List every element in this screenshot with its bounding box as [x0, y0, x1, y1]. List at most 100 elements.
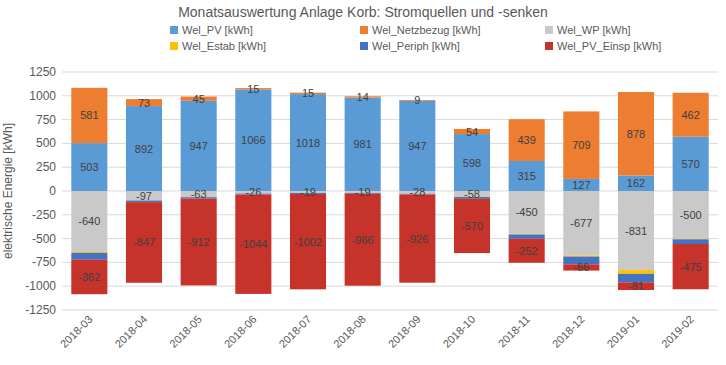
bar — [454, 199, 490, 253]
legend-swatch — [170, 26, 178, 34]
data-labels: 5038929471066101898194759831512716257058… — [78, 83, 701, 292]
legend-label: Wel_Netzbezug [kWh] — [372, 24, 481, 36]
bar — [345, 194, 381, 286]
data-label: -1002 — [294, 236, 322, 248]
y-tick-label: -250 — [32, 208, 56, 222]
data-label: 1066 — [241, 134, 265, 146]
title: Monatsauswertung Anlage Korb: Stromquell… — [178, 4, 548, 20]
y-tick-label: 500 — [36, 136, 56, 150]
y-tick-label: 1000 — [29, 89, 56, 103]
data-label: 947 — [189, 140, 207, 152]
data-label: -19 — [300, 186, 316, 198]
data-label: 15 — [302, 87, 314, 99]
bar — [563, 191, 599, 255]
grid-line — [62, 310, 718, 311]
legend-swatch — [545, 26, 553, 34]
bar — [399, 101, 435, 191]
x-tick-label: 2018-07 — [276, 313, 313, 350]
bar — [71, 253, 107, 260]
y-tick-label: 0 — [49, 184, 56, 198]
data-label: -926 — [406, 233, 428, 245]
bar — [235, 90, 271, 191]
x-tick-label: 2018-06 — [222, 313, 259, 350]
data-label: 73 — [138, 97, 150, 109]
x-tick-label: 2018-03 — [58, 313, 95, 350]
bar — [618, 191, 654, 270]
data-label: -677 — [570, 217, 592, 229]
y-tick-label: -1250 — [25, 303, 56, 317]
legend-label: Wel_WP [kWh] — [557, 24, 631, 36]
x-tick-label: 2018-10 — [440, 313, 477, 350]
bar — [71, 191, 107, 252]
data-label: 892 — [135, 143, 153, 155]
bar — [126, 106, 162, 191]
data-label: -912 — [188, 236, 210, 248]
legend-label: Wel_PV_Einsp [kWh] — [557, 40, 661, 52]
legend-swatch — [170, 42, 178, 50]
legend-swatch — [360, 26, 368, 34]
bar — [563, 111, 599, 178]
bar — [290, 94, 326, 191]
data-label: 981 — [353, 138, 371, 150]
bar — [181, 101, 217, 191]
x-tick-label: 2019-01 — [604, 313, 641, 350]
data-label: -847 — [133, 236, 155, 248]
bar — [290, 194, 326, 289]
y-axis-label: elektrische Energie [kWh] — [1, 123, 15, 259]
legend-label: Wel_Estab [kWh] — [182, 40, 266, 52]
y-tick-label: 750 — [36, 113, 56, 127]
bars — [71, 88, 708, 294]
bar — [509, 161, 545, 191]
bar — [673, 244, 709, 289]
bar — [509, 239, 545, 263]
bar — [126, 202, 162, 283]
data-label: -570 — [461, 220, 483, 232]
bar — [71, 143, 107, 191]
bar — [618, 270, 654, 274]
bar — [71, 88, 107, 143]
data-label: 462 — [681, 109, 699, 121]
data-label: 439 — [517, 134, 535, 146]
legend: Wel_PV [kWh]Wel_Netzbezug [kWh]Wel_WP [k… — [170, 24, 661, 52]
data-label: -63 — [191, 188, 207, 200]
data-label: -28 — [409, 186, 425, 198]
y-tick-label: -500 — [32, 232, 56, 246]
bar — [71, 260, 107, 294]
data-label: 598 — [463, 157, 481, 169]
x-tick-label: 2018-09 — [386, 313, 423, 350]
x-tick-label: 2018-05 — [167, 313, 204, 350]
data-label: -97 — [136, 190, 152, 202]
y-tick-label: -750 — [32, 255, 56, 269]
data-label: 9 — [414, 94, 420, 106]
bar — [618, 176, 654, 191]
data-label: -81 — [628, 280, 644, 292]
data-label: -26 — [245, 186, 261, 198]
data-label: -500 — [680, 209, 702, 221]
chart: Monatsauswertung Anlage Korb: Stromquell… — [0, 0, 726, 365]
bar — [563, 179, 599, 191]
legend-swatch — [360, 42, 368, 50]
data-label: -66 — [573, 261, 589, 273]
y-tick-label: 1250 — [29, 65, 56, 79]
legend-label: Wel_Periph [kWh] — [372, 40, 460, 52]
data-label: 709 — [572, 139, 590, 151]
bar — [235, 195, 271, 294]
data-label: -252 — [516, 245, 538, 257]
data-label: 581 — [80, 109, 98, 121]
bar — [509, 235, 545, 239]
data-label: 570 — [681, 158, 699, 170]
legend-swatch — [545, 42, 553, 50]
data-label: 1018 — [296, 137, 320, 149]
x-tick-label: 2018-12 — [550, 313, 587, 350]
bar — [618, 92, 654, 176]
bar — [673, 137, 709, 191]
data-label: -966 — [352, 234, 374, 246]
data-label: 315 — [517, 170, 535, 182]
grid-line — [62, 72, 718, 73]
data-label: -475 — [680, 261, 702, 273]
data-label: 14 — [357, 91, 369, 103]
data-label: 947 — [408, 140, 426, 152]
x-tick-label: 2018-11 — [496, 313, 532, 349]
data-label: 54 — [466, 126, 478, 138]
data-label: 45 — [193, 93, 205, 105]
